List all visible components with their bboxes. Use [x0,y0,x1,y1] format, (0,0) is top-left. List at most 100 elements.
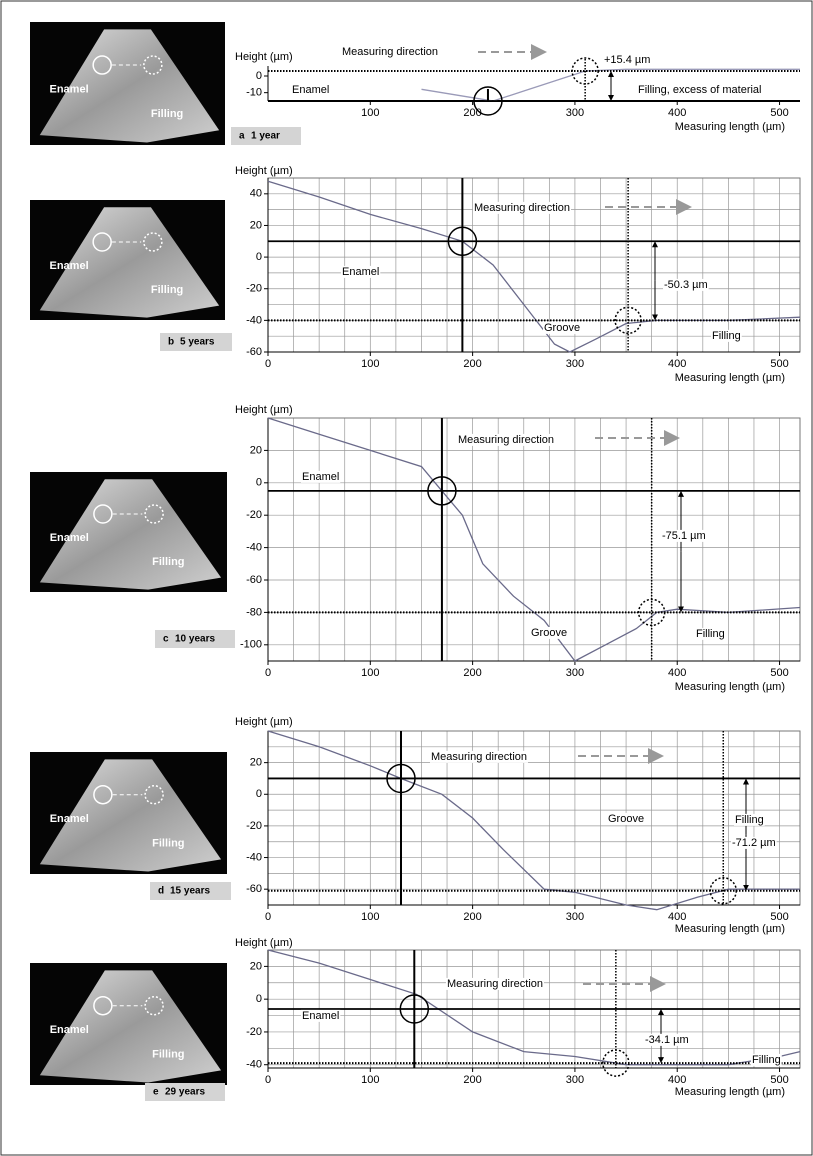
x-axis-title: Measuring length (µm) [675,1086,785,1098]
profile-line [268,950,800,1065]
annotation: Groove [531,627,567,639]
photo-label: Filling [151,284,183,296]
y-tick-label: 0 [256,70,262,82]
y-tick-label: 40 [250,188,262,200]
x-tick-label: 400 [668,107,686,119]
y-axis-title: Height (µm) [235,716,293,728]
panel-letter: c [163,634,169,645]
plot-frame [268,418,800,661]
panel-period: 5 years [180,337,215,348]
photo-label: Enamel [50,260,89,272]
annotation: -71.2 µm [732,837,776,849]
y-tick-label: -20 [246,1026,262,1038]
photo-label: Filling [152,556,184,568]
x-tick-label: 400 [668,358,686,370]
y-tick-label: 20 [250,757,262,769]
x-tick-label: 500 [770,667,788,679]
y-axis-title: Height (µm) [235,937,293,949]
annotation: Enamel [292,84,329,96]
x-tick-label: 200 [463,911,481,923]
annotation: Filling [696,628,725,640]
y-tick-label: 0 [256,251,262,263]
x-tick-label: 100 [361,107,379,119]
x-tick-label: 500 [770,1074,788,1086]
annotation: Enamel [302,471,339,483]
photo-label: Enamel [50,813,89,825]
x-tick-label: 100 [361,667,379,679]
y-tick-label: -10 [246,87,262,99]
x-axis-title: Measuring length (µm) [675,121,785,133]
annotation: Enamel [302,1010,339,1022]
x-tick-label: 100 [361,1074,379,1086]
x-tick-label: 300 [566,358,584,370]
photo-label: Enamel [50,532,89,544]
panel-letter: d [158,886,164,897]
annotation: -75.1 µm [662,530,706,542]
x-tick-label: 400 [668,667,686,679]
x-tick-label: 200 [463,1074,481,1086]
x-tick-label: 300 [566,911,584,923]
y-tick-label: -80 [246,606,262,618]
annotation: Measuring direction [342,46,438,58]
x-tick-label: 0 [265,358,271,370]
y-tick-label: -20 [246,509,262,521]
y-axis-title: Height (µm) [235,51,293,63]
x-tick-label: 300 [566,107,584,119]
y-tick-label: -40 [246,314,262,326]
annotation: Groove [608,813,644,825]
profile-line [268,418,800,661]
panel-period: 10 years [175,634,215,645]
annotation: Filling [712,330,741,342]
panel-letter: a [239,131,245,142]
y-tick-label: 0 [256,993,262,1005]
annotation: Groove [544,322,580,334]
y-tick-label: 20 [250,219,262,231]
y-tick-label: -60 [246,346,262,358]
x-tick-label: 300 [566,667,584,679]
x-tick-label: 0 [265,911,271,923]
x-tick-label: 0 [265,1074,271,1086]
annotation: Measuring direction [431,751,527,763]
y-tick-label: 20 [250,444,262,456]
x-tick-label: 200 [463,667,481,679]
y-tick-label: -100 [240,639,262,651]
annotation: Measuring direction [474,202,570,214]
annotation: -50.3 µm [664,279,708,291]
panel-period: 1 year [251,131,280,142]
x-tick-label: 100 [361,358,379,370]
photo-label: Enamel [50,1024,89,1036]
x-tick-label: 400 [668,911,686,923]
annotation: Filling, excess of material [638,84,762,96]
panel-letter: e [153,1087,159,1098]
y-axis-title: Height (µm) [235,165,293,177]
annotation: Enamel [342,266,379,278]
figure: EnamelFillinga1 year0-10100200300400500H… [0,0,813,1156]
y-tick-label: -40 [246,542,262,554]
panel-period: 29 years [165,1087,205,1098]
photo-label: Filling [151,108,183,120]
annotation: -34.1 µm [645,1034,689,1046]
y-tick-label: -20 [246,820,262,832]
x-tick-label: 500 [770,358,788,370]
x-axis-title: Measuring length (µm) [675,372,785,384]
x-tick-label: 200 [463,107,481,119]
panel-letter: b [168,337,174,348]
y-tick-label: 0 [256,788,262,800]
photo-label: Enamel [50,84,89,96]
y-tick-label: 0 [256,477,262,489]
y-tick-label: -60 [246,883,262,895]
y-tick-label: -40 [246,851,262,863]
x-tick-label: 0 [265,667,271,679]
photo-label: Filling [152,1048,184,1060]
x-tick-label: 200 [463,358,481,370]
y-tick-label: -60 [246,574,262,586]
annotation: +15.4 µm [604,54,650,66]
x-axis-title: Measuring length (µm) [675,923,785,935]
x-axis-title: Measuring length (µm) [675,681,785,693]
annotation: Measuring direction [458,434,554,446]
y-axis-title: Height (µm) [235,404,293,416]
annotation: Filling [735,814,764,826]
y-tick-label: -20 [246,283,262,295]
x-tick-label: 500 [770,107,788,119]
x-tick-label: 400 [668,1074,686,1086]
